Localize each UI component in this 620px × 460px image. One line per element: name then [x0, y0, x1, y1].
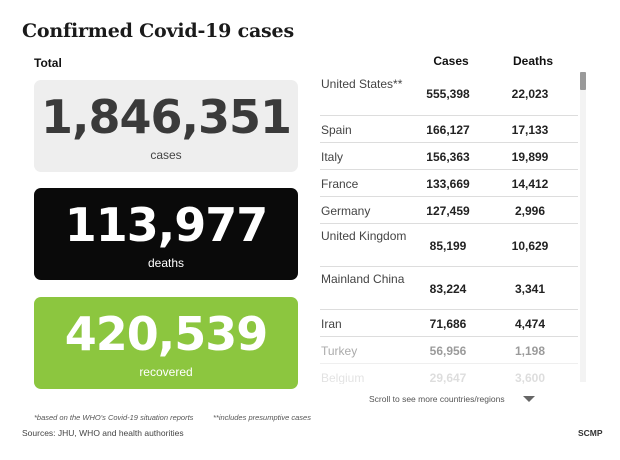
country-name: Turkey	[321, 344, 358, 358]
cases-value: 133,669	[426, 177, 470, 191]
table-row: Germany 127,459 2,996	[320, 197, 578, 224]
table-row: Italy 156,363 19,899	[320, 143, 578, 170]
recovered-total-label: recovered	[139, 365, 193, 379]
table-row: France 133,669 14,412	[320, 170, 578, 197]
country-name: Belgium	[321, 371, 365, 384]
deaths-value: 1,198	[514, 344, 546, 358]
table-header: Cases Deaths	[320, 52, 578, 72]
cases-value: 71,686	[429, 317, 467, 331]
deaths-value: 14,412	[511, 177, 549, 191]
cases-total-value: 1,846,351	[41, 90, 292, 144]
deaths-total-label: deaths	[147, 256, 185, 270]
deaths-value: 17,133	[511, 123, 549, 137]
country-name: Iran	[321, 317, 342, 331]
deaths-value: 3,341	[514, 282, 546, 296]
cases-value: 29,647	[429, 371, 467, 384]
footnote-presumptive: **includes presumptive cases	[213, 413, 311, 422]
table-row: Mainland China 83,224 3,341	[320, 267, 578, 310]
recovered-card: 420,539 recovered	[34, 297, 298, 389]
deaths-value: 3,600	[514, 371, 546, 384]
column-header-cases: Cases	[433, 54, 469, 68]
country-name: United States**	[321, 77, 403, 91]
cases-card: 1,846,351 cases	[34, 80, 298, 172]
table-row: United Kingdom 85,199 10,629	[320, 224, 578, 267]
table-row: Turkey 56,956 1,198	[320, 337, 578, 364]
cases-value: 127,459	[426, 204, 470, 218]
deaths-card: 113,977 deaths	[34, 188, 298, 280]
country-name: Italy	[321, 150, 344, 164]
deaths-value: 19,899	[511, 150, 549, 164]
recovered-total-value: 420,539	[64, 307, 269, 361]
country-name: United Kingdom	[321, 229, 407, 243]
cases-value: 56,956	[429, 344, 467, 358]
table-row: United States** 555,398 22,023	[320, 72, 578, 116]
deaths-value: 10,629	[511, 239, 549, 253]
footnote-who: *based on the WHO's Covid-19 situation r…	[34, 413, 194, 422]
cases-value: 156,363	[426, 150, 470, 164]
deaths-value: 4,474	[514, 317, 546, 331]
scroll-down-arrow-icon[interactable]	[523, 396, 535, 402]
sources-text: Sources: JHU, WHO and health authorities	[22, 428, 184, 438]
table-row: Spain 166,127 17,133	[320, 116, 578, 143]
country-name: France	[321, 177, 359, 191]
cases-total-label: cases	[150, 148, 182, 162]
cases-value: 83,224	[429, 282, 467, 296]
credit-logo-text: SCMP	[578, 428, 603, 438]
deaths-value: 22,023	[511, 87, 549, 101]
scroll-hint: Scroll to see more countries/regions	[369, 394, 505, 404]
cases-value: 555,398	[426, 87, 470, 101]
column-header-deaths: Deaths	[512, 54, 553, 68]
table-row: Belgium 29,647 3,600	[320, 364, 578, 384]
country-name: Mainland China	[321, 272, 405, 286]
table-scrollbar-thumb[interactable]	[580, 72, 586, 90]
table-row: Iran 71,686 4,474	[320, 310, 578, 337]
deaths-total-value: 113,977	[64, 198, 269, 252]
country-table[interactable]: Cases Deaths United States** 555,398 22,02…	[320, 52, 578, 384]
total-label: Total	[34, 56, 62, 70]
country-name: Spain	[321, 123, 352, 137]
table-body: United States** 555,398 22,023 Spain 166,127…	[320, 72, 578, 384]
cases-value: 166,127	[426, 123, 470, 137]
page-title: Confirmed Covid-19 cases	[22, 20, 294, 42]
country-name: Germany	[321, 204, 371, 218]
deaths-value: 2,996	[514, 204, 546, 218]
table-scrollbar-track[interactable]	[580, 72, 586, 382]
cases-value: 85,199	[429, 239, 467, 253]
